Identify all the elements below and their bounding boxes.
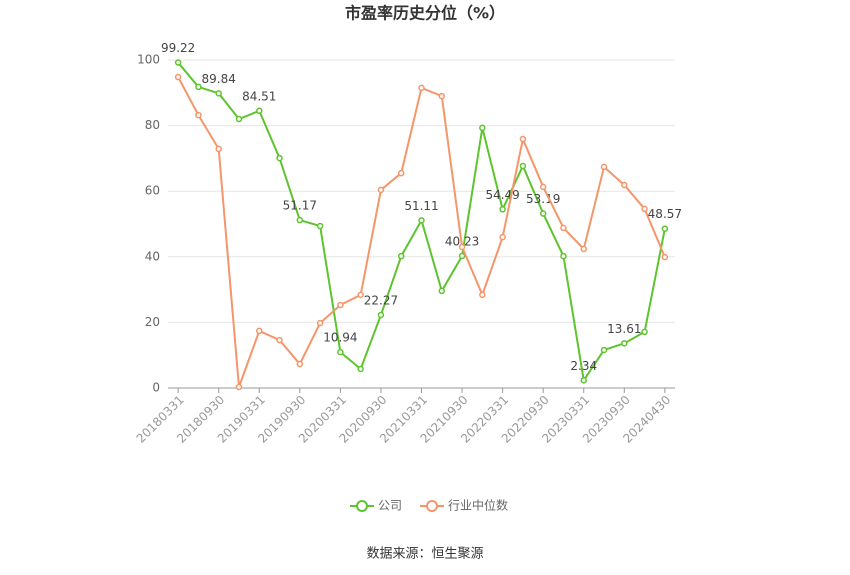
point — [458, 252, 466, 260]
point — [377, 311, 385, 319]
data-label: 13.61 — [607, 322, 641, 336]
point — [499, 233, 506, 241]
y-tick-label: 40 — [145, 249, 160, 263]
point — [174, 59, 182, 66]
series-line — [177, 76, 666, 388]
point — [357, 365, 364, 373]
point — [276, 336, 283, 344]
point — [276, 154, 283, 162]
data-label: 89.84 — [202, 72, 236, 86]
point — [519, 162, 527, 170]
point — [397, 169, 405, 177]
point — [499, 206, 506, 213]
point — [661, 225, 669, 232]
legend-label: 公司 — [378, 499, 402, 513]
y-tick-label: 20 — [145, 315, 160, 329]
data-label: 51.11 — [404, 199, 438, 213]
point — [215, 90, 222, 97]
y-tick-label: 0 — [152, 381, 160, 395]
point — [479, 291, 486, 299]
y-tick-label: 100 — [137, 53, 160, 67]
data-label: 2.34 — [570, 359, 597, 373]
point — [215, 145, 222, 153]
data-label: 53.19 — [526, 192, 560, 206]
point — [438, 92, 446, 100]
y-tick-label: 60 — [145, 184, 160, 198]
point — [256, 107, 263, 115]
source: 数据来源：恒生聚源 — [366, 547, 483, 562]
point — [600, 346, 608, 354]
point — [397, 252, 405, 260]
data-label: 22.27 — [364, 293, 398, 307]
point — [195, 83, 202, 91]
data-label: 10.94 — [323, 331, 357, 345]
y-tick-label: 80 — [145, 118, 160, 132]
point — [174, 73, 182, 81]
point — [580, 245, 587, 253]
point — [539, 210, 547, 217]
legend-label: 行业中位数 — [448, 498, 508, 513]
data-label: 84.51 — [242, 89, 276, 103]
data-label: 51.17 — [283, 199, 317, 213]
point — [621, 340, 628, 347]
point — [621, 181, 628, 189]
point — [337, 301, 344, 309]
point — [479, 124, 486, 132]
point — [600, 163, 608, 171]
data-label: 99.22 — [161, 41, 195, 55]
point — [357, 291, 364, 299]
data-label: 54.49 — [485, 188, 519, 202]
point — [377, 186, 385, 194]
point — [641, 328, 648, 336]
point — [418, 217, 425, 224]
point — [539, 183, 547, 191]
data-label: 48.57 — [648, 207, 682, 221]
point — [316, 319, 324, 327]
chart-title: 市盈率历史分位（%） — [345, 4, 505, 23]
point — [195, 111, 202, 119]
point — [235, 115, 243, 123]
point — [458, 243, 466, 251]
point — [560, 252, 567, 260]
point — [519, 135, 527, 143]
point — [235, 383, 243, 391]
point — [560, 224, 567, 232]
point — [580, 377, 587, 384]
point — [337, 348, 344, 356]
point — [438, 287, 446, 295]
point — [296, 216, 304, 224]
point — [256, 327, 263, 335]
legend-marker — [426, 500, 438, 512]
point — [296, 360, 304, 368]
legend-marker — [356, 500, 368, 512]
point — [316, 222, 324, 230]
point — [641, 205, 648, 213]
point — [418, 84, 425, 92]
point — [661, 253, 669, 261]
